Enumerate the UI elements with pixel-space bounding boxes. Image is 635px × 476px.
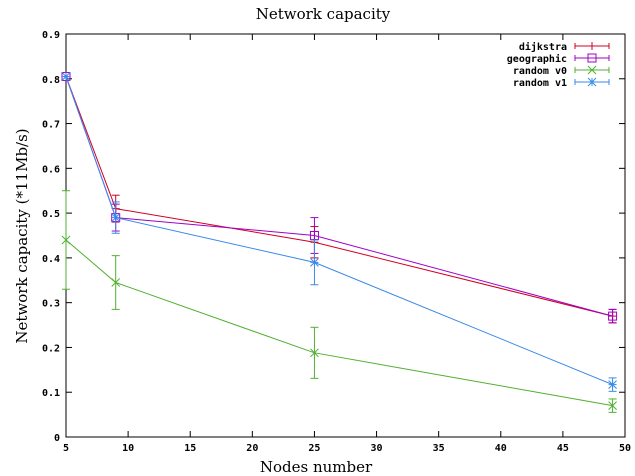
x-tick-label: 45	[557, 443, 569, 454]
y-tick-label: 0.3	[42, 299, 60, 310]
data-point	[111, 213, 121, 222]
x-tick-label: 10	[122, 443, 134, 454]
x-tick-label: 50	[619, 443, 631, 454]
x-tick-label: 20	[246, 443, 258, 454]
series-dijkstra	[62, 72, 617, 324]
axis-ticks: 5 10 15 20 25 30 35 40 45 50 0 0.1 0.2 0.3 0.4 0.5 0.6 0.…	[42, 30, 631, 454]
legend-entry: geographic	[507, 53, 610, 65]
y-tick-label: 0.4	[42, 254, 60, 265]
x-tick-label: 30	[371, 443, 383, 454]
legend-marker	[587, 77, 597, 87]
series-random-v0	[61, 190, 617, 413]
data-point	[61, 72, 71, 81]
plot-frame	[65, 33, 626, 438]
y-tick-label: 0.9	[42, 30, 60, 41]
legend-label: dijkstra	[519, 41, 567, 53]
y-tick-label: 0.5	[42, 209, 60, 220]
y-tick-label: 0.6	[42, 164, 60, 175]
data-point	[608, 401, 617, 411]
data-point	[61, 235, 71, 245]
y-tick-label: 0.2	[42, 343, 60, 354]
x-tick-label: 5	[63, 443, 69, 454]
chart-title: Network capacity	[256, 5, 391, 23]
x-tick-label: 40	[495, 443, 507, 454]
series-random-v1	[61, 72, 617, 392]
series-geographic	[61, 72, 618, 324]
legend-entry: random v1	[513, 77, 610, 89]
legend-label: random v1	[513, 78, 567, 89]
legend-entry: dijkstra	[519, 41, 610, 53]
series-line-random-v0	[65, 239, 613, 407]
y-tick-label: 0.8	[42, 75, 60, 86]
series-line-dijkstra	[65, 76, 613, 317]
data-point	[608, 311, 618, 321]
data-point	[310, 258, 319, 267]
legend-label: random v0	[513, 66, 567, 77]
x-tick-label: 25	[308, 443, 320, 454]
y-axis-label: Network capacity (*11Mb/s)	[13, 128, 31, 343]
y-tick-label: 0.1	[42, 388, 60, 399]
series-line-geographic	[65, 76, 613, 317]
x-tick-label: 15	[184, 443, 196, 454]
y-tick-label: 0.7	[42, 120, 60, 131]
legend-marker	[588, 42, 596, 50]
series-line-random-v1	[65, 76, 613, 386]
legend-marker	[587, 53, 597, 63]
legend-marker	[587, 65, 597, 75]
x-axis-label: Nodes number	[260, 458, 373, 476]
data-point	[310, 348, 319, 358]
data-point	[111, 278, 121, 287]
data-point	[608, 380, 617, 389]
series-layer	[61, 72, 618, 413]
x-tick-label: 35	[433, 443, 445, 454]
legend-entry: random v0	[513, 65, 610, 77]
legend-label: geographic	[507, 53, 567, 65]
y-tick-label: 0	[54, 433, 60, 444]
